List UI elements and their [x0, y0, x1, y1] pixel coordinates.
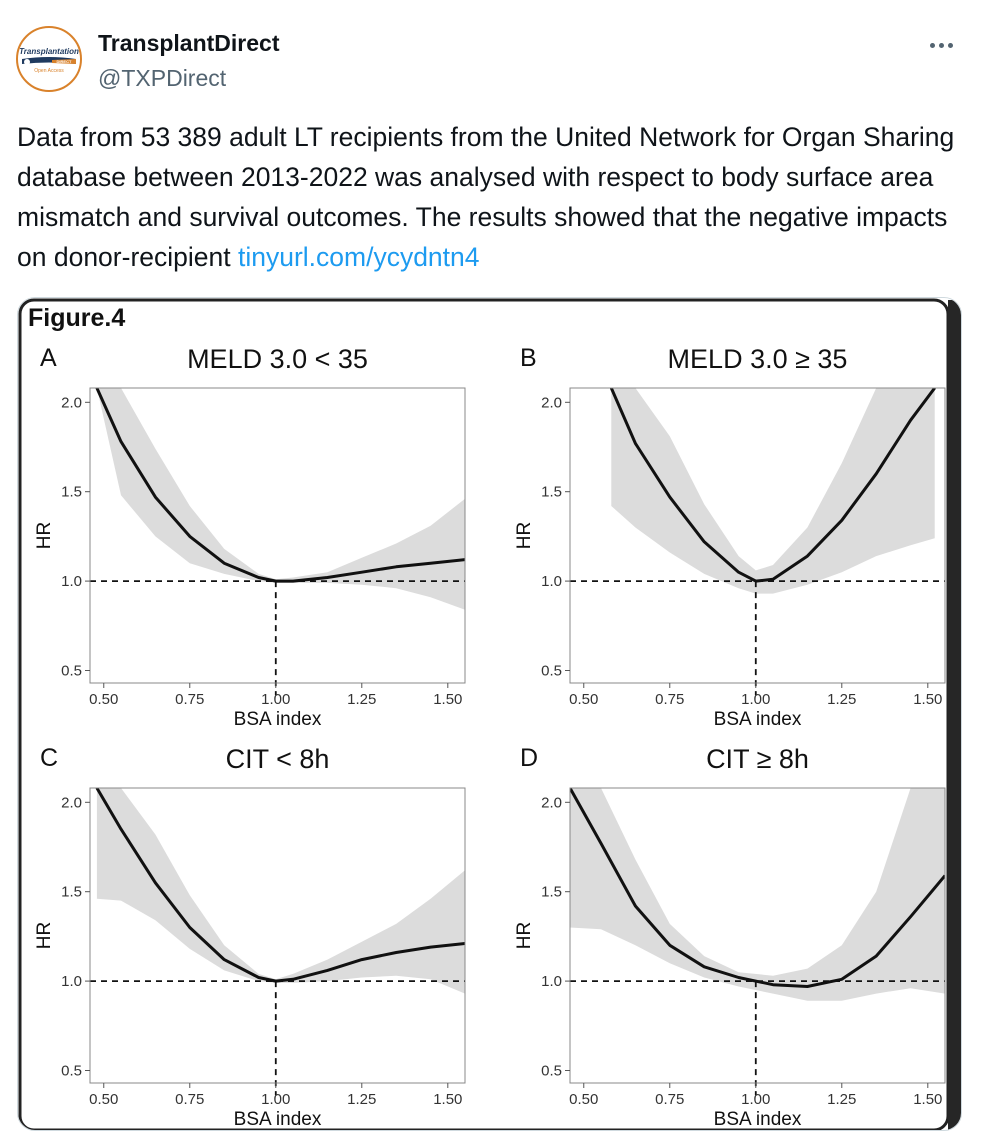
confidence-band: [96, 788, 465, 994]
x-axis-label: BSA index: [714, 1109, 802, 1130]
y-axis-label: HR: [34, 522, 55, 549]
y-tick-label: 2.0: [61, 794, 82, 811]
x-tick-label: 0.75: [175, 691, 204, 708]
x-axis-label: BSA index: [714, 709, 802, 730]
x-tick-label: 1.25: [347, 1091, 376, 1108]
y-tick-label: 0.5: [541, 662, 562, 679]
panel-border: [89, 787, 466, 1084]
panel-border: [569, 787, 946, 1084]
x-tick-label: 1.50: [433, 691, 462, 708]
y-tick-label: 1.5: [541, 884, 562, 901]
panel-border: [89, 387, 466, 684]
more-horizontal-icon: [938, 42, 944, 48]
more-options-button[interactable]: [924, 30, 958, 60]
x-tick-label: 0.50: [89, 1091, 118, 1108]
x-tick-label: 1.00: [261, 1091, 290, 1108]
y-tick-label: 1.0: [541, 573, 562, 590]
logo-text-open-access: Open Access: [34, 68, 64, 74]
panel-title: MELD 3.0 < 35: [187, 344, 368, 374]
x-tick-label: 0.50: [569, 691, 598, 708]
y-tick-label: 2.0: [541, 794, 562, 811]
y-tick-label: 1.0: [61, 973, 82, 990]
confidence-band: [611, 388, 935, 594]
more-horizontal-icon: [947, 42, 953, 48]
tweet-media[interactable]: Figure.4 A MELD 3.0 < 35 0.50 0.75 1.00 1.25 1…: [17, 297, 962, 1131]
panel-title: CIT ≥ 8h: [706, 744, 809, 774]
x-tick-label: 1.00: [741, 691, 770, 708]
panel-letter: A: [40, 344, 57, 372]
avatar[interactable]: Transplantation DIRECT Open Access: [16, 26, 82, 92]
figure-right-edge: [948, 300, 961, 1130]
x-tick-label: 1.25: [347, 691, 376, 708]
y-axis-label: HR: [514, 922, 535, 949]
figure-frame: [18, 298, 950, 1130]
y-tick-label: 1.5: [61, 884, 82, 901]
author-handle[interactable]: @TXPDirect: [98, 65, 227, 91]
x-tick-label: 0.75: [655, 691, 684, 708]
x-tick-label: 0.75: [655, 1091, 684, 1108]
x-tick-label: 0.75: [175, 1091, 204, 1108]
panel-b: B MELD 3.0 ≥ 35 0.50 0.75 1.00 1.25 1.50 0.5 1.0…: [514, 344, 946, 730]
x-tick-label: 0.50: [569, 1091, 598, 1108]
y-tick-label: 1.5: [541, 484, 562, 501]
y-tick-label: 2.0: [541, 394, 562, 411]
tweet-header: Transplantation DIRECT Open Access Trans…: [16, 26, 972, 96]
y-tick-label: 1.0: [61, 573, 82, 590]
figure-title: Figure.4: [28, 304, 125, 332]
panel-title: CIT < 8h: [226, 744, 330, 774]
y-tick-label: 0.5: [61, 1062, 82, 1079]
more-horizontal-icon: [929, 42, 935, 48]
panel-letter: B: [520, 344, 537, 372]
y-tick-label: 0.5: [541, 1062, 562, 1079]
confidence-band: [570, 788, 945, 1001]
panel-letter: C: [40, 744, 58, 772]
transplantation-direct-logo-icon: Transplantation DIRECT Open Access: [19, 47, 79, 74]
x-tick-label: 1.50: [433, 1091, 462, 1108]
panel-a: A MELD 3.0 < 35 0.50 0.75 1.00 1.25 1.50 0.5 1.0…: [34, 344, 466, 730]
author-name[interactable]: TransplantDirect: [98, 30, 280, 56]
panel-c: C CIT < 8h 0.50 0.75 1.00 1.25 1.50 0.5 1.0 1.5 2.…: [34, 744, 466, 1130]
x-axis-label: BSA index: [234, 1109, 322, 1130]
x-tick-label: 1.50: [913, 691, 942, 708]
plot-area: [570, 388, 945, 594]
logo-text-main: Transplantation: [19, 47, 79, 56]
tweet-link[interactable]: tinyurl.com/ycydntn4: [237, 242, 480, 272]
y-tick-label: 2.0: [61, 394, 82, 411]
y-axis-label: HR: [514, 522, 535, 549]
tweet-body: Data from 53 389 adult LT recipients fro…: [17, 122, 955, 272]
tweet-text: Data from 53 389 adult LT recipients fro…: [17, 117, 967, 277]
panel-d: D CIT ≥ 8h 0.50 0.75 1.00 1.25 1.50 0.5 1.0 1.5 2.…: [514, 744, 946, 1130]
hr-curve: [609, 388, 936, 583]
x-axis-label: BSA index: [234, 709, 322, 730]
x-tick-label: 1.00: [261, 691, 290, 708]
logo-text-direct: DIRECT: [57, 59, 72, 64]
panel-title: MELD 3.0 ≥ 35: [668, 344, 848, 374]
x-tick-label: 1.00: [741, 1091, 770, 1108]
y-tick-label: 1.5: [61, 484, 82, 501]
panel-border: [569, 387, 946, 684]
y-tick-label: 0.5: [61, 662, 82, 679]
x-tick-label: 0.50: [89, 691, 118, 708]
confidence-band: [96, 388, 465, 610]
figure-4-chart: Figure.4 A MELD 3.0 < 35 0.50 0.75 1.00 1.25 1…: [18, 298, 961, 1130]
y-axis-label: HR: [34, 922, 55, 949]
panel-letter: D: [520, 744, 538, 772]
x-tick-label: 1.50: [913, 1091, 942, 1108]
y-tick-label: 1.0: [541, 973, 562, 990]
x-tick-label: 1.25: [827, 1091, 856, 1108]
x-tick-label: 1.25: [827, 691, 856, 708]
